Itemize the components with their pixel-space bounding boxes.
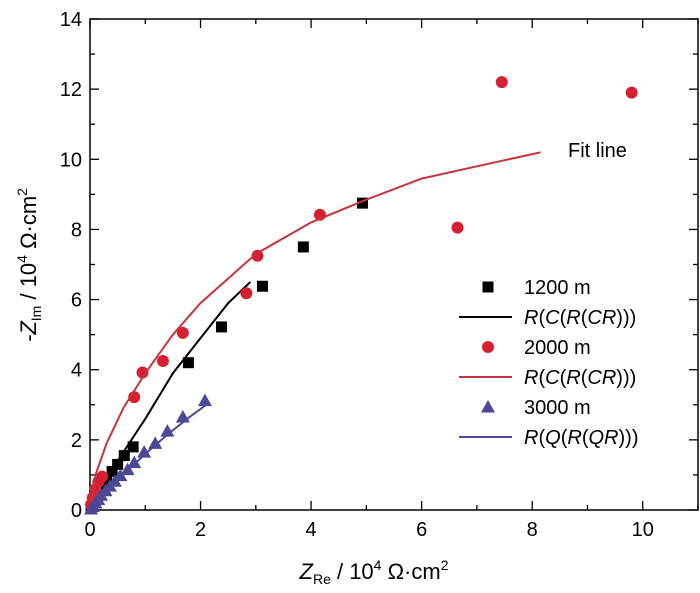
data-point [120, 462, 135, 476]
data-point [156, 354, 169, 367]
series-layer [84, 76, 638, 515]
x-tick-label: 6 [416, 519, 427, 541]
legend-swatch-marker [481, 400, 495, 413]
legend-entry: R(C(R(CR))) [459, 367, 636, 389]
data-point [106, 465, 118, 477]
data-point [112, 458, 124, 470]
data-point [136, 366, 149, 379]
legend-label: 2000 m [524, 337, 591, 359]
data-point [240, 287, 253, 300]
axis-tick-labels: 0 2 4 6 8 10 0 2 4 6 8 10 12 14 [60, 9, 654, 541]
data-point [127, 441, 139, 453]
data-point [137, 445, 152, 458]
legend-entry: R(C(R(CR))) [459, 307, 636, 329]
data-point [148, 436, 163, 449]
y-tick-label: 14 [60, 9, 82, 31]
data-point [175, 410, 190, 423]
x-tick-label: 4 [306, 519, 317, 541]
data-point [625, 86, 638, 99]
legend-entry: R(Q(R(QR))) [459, 427, 639, 449]
data-point [197, 393, 212, 407]
data-point [451, 221, 464, 234]
x-tick-label: 2 [195, 519, 206, 541]
axis-ticks [89, 18, 699, 511]
y-tick-label: 10 [60, 149, 82, 171]
data-point [118, 450, 130, 462]
data-point [216, 321, 228, 333]
data-point [256, 280, 268, 292]
data-point [495, 76, 508, 89]
legend-label: 3000 m [524, 397, 591, 419]
legend-swatch-marker [482, 281, 494, 293]
legend-label: R(C(R(CR))) [524, 307, 636, 329]
y-axis-title: -ZIm / 104 Ω·cm2 [14, 188, 44, 342]
fit-curve [89, 402, 210, 511]
legend-entry: 3000 m [481, 397, 591, 419]
data-point [176, 326, 189, 339]
y-tick-label: 4 [71, 360, 82, 382]
data-point [127, 455, 142, 469]
y-tick-label: 12 [60, 79, 82, 101]
x-axis-title: ZRe / 104 Ω·cm2 [299, 557, 449, 587]
series-5 [89, 402, 210, 511]
x-tick-label: 8 [527, 519, 538, 541]
fit-line-annotation: Fit line [568, 140, 627, 162]
series-3 [89, 151, 541, 511]
data-point [356, 197, 368, 209]
fit-curve [89, 151, 541, 511]
data-point [160, 424, 175, 437]
data-point [297, 241, 309, 253]
legend-label: R(C(R(CR))) [524, 367, 636, 389]
legend-label: R(Q(R(QR))) [524, 427, 639, 449]
y-tick-label: 2 [71, 430, 82, 452]
legend-entry: 2000 m [482, 337, 591, 359]
x-tick-label: 10 [632, 519, 654, 541]
y-tick-label: 6 [71, 290, 82, 312]
data-point [251, 249, 264, 262]
legend-label: 1200 m [524, 277, 591, 299]
data-point [113, 468, 128, 482]
y-tick-label: 8 [71, 219, 82, 241]
y-tick-label: 0 [71, 500, 82, 522]
data-point [182, 357, 194, 369]
x-tick-label: 0 [84, 519, 95, 541]
data-point [96, 470, 109, 483]
legend-swatch-marker [482, 341, 494, 353]
legend-entry: 1200 m [482, 277, 591, 299]
legend: 1200 m R(C(R(CR))) 2000 m R(C(R(CR))) 3000 m… [459, 277, 639, 449]
